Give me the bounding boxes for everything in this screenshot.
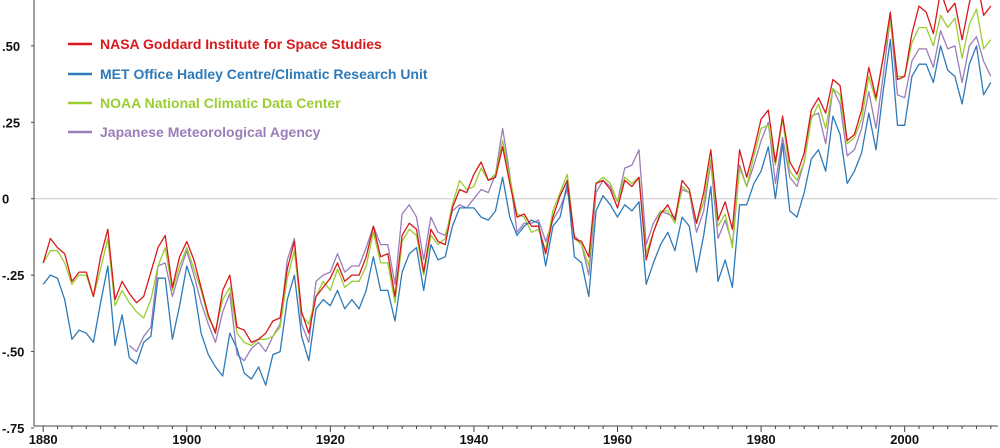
legend-label: NASA Goddard Institute for Space Studies [100, 36, 382, 52]
x-tick-label: 1940 [459, 432, 488, 447]
y-tick-label: 0 [2, 192, 9, 207]
y-tick-label: -.75 [2, 421, 24, 436]
x-tick-label: 1920 [316, 432, 345, 447]
legend-label: Japanese Meteorological Agency [100, 124, 321, 140]
series-line-0 [42, 0, 992, 344]
x-tick-label: 1980 [747, 432, 776, 447]
x-tick-label: 1960 [603, 432, 632, 447]
x-tick-label: 1880 [29, 432, 58, 447]
y-tick-label: .25 [2, 115, 20, 130]
series-lines [42, 0, 992, 386]
y-tick-label: .50 [2, 39, 20, 54]
x-tick-label: 2000 [890, 432, 919, 447]
legend-label: NOAA National Climatic Data Center [100, 95, 341, 111]
series-line-2 [42, 8, 992, 347]
y-tick-label: -.25 [2, 268, 24, 283]
legend-label: MET Office Hadley Centre/Climatic Resear… [100, 66, 428, 82]
legend: NASA Goddard Institute for Space Studies… [68, 36, 428, 140]
x-tick-label: 1900 [172, 432, 201, 447]
series-line-1 [42, 39, 992, 386]
y-tick-label: -.50 [2, 345, 24, 360]
